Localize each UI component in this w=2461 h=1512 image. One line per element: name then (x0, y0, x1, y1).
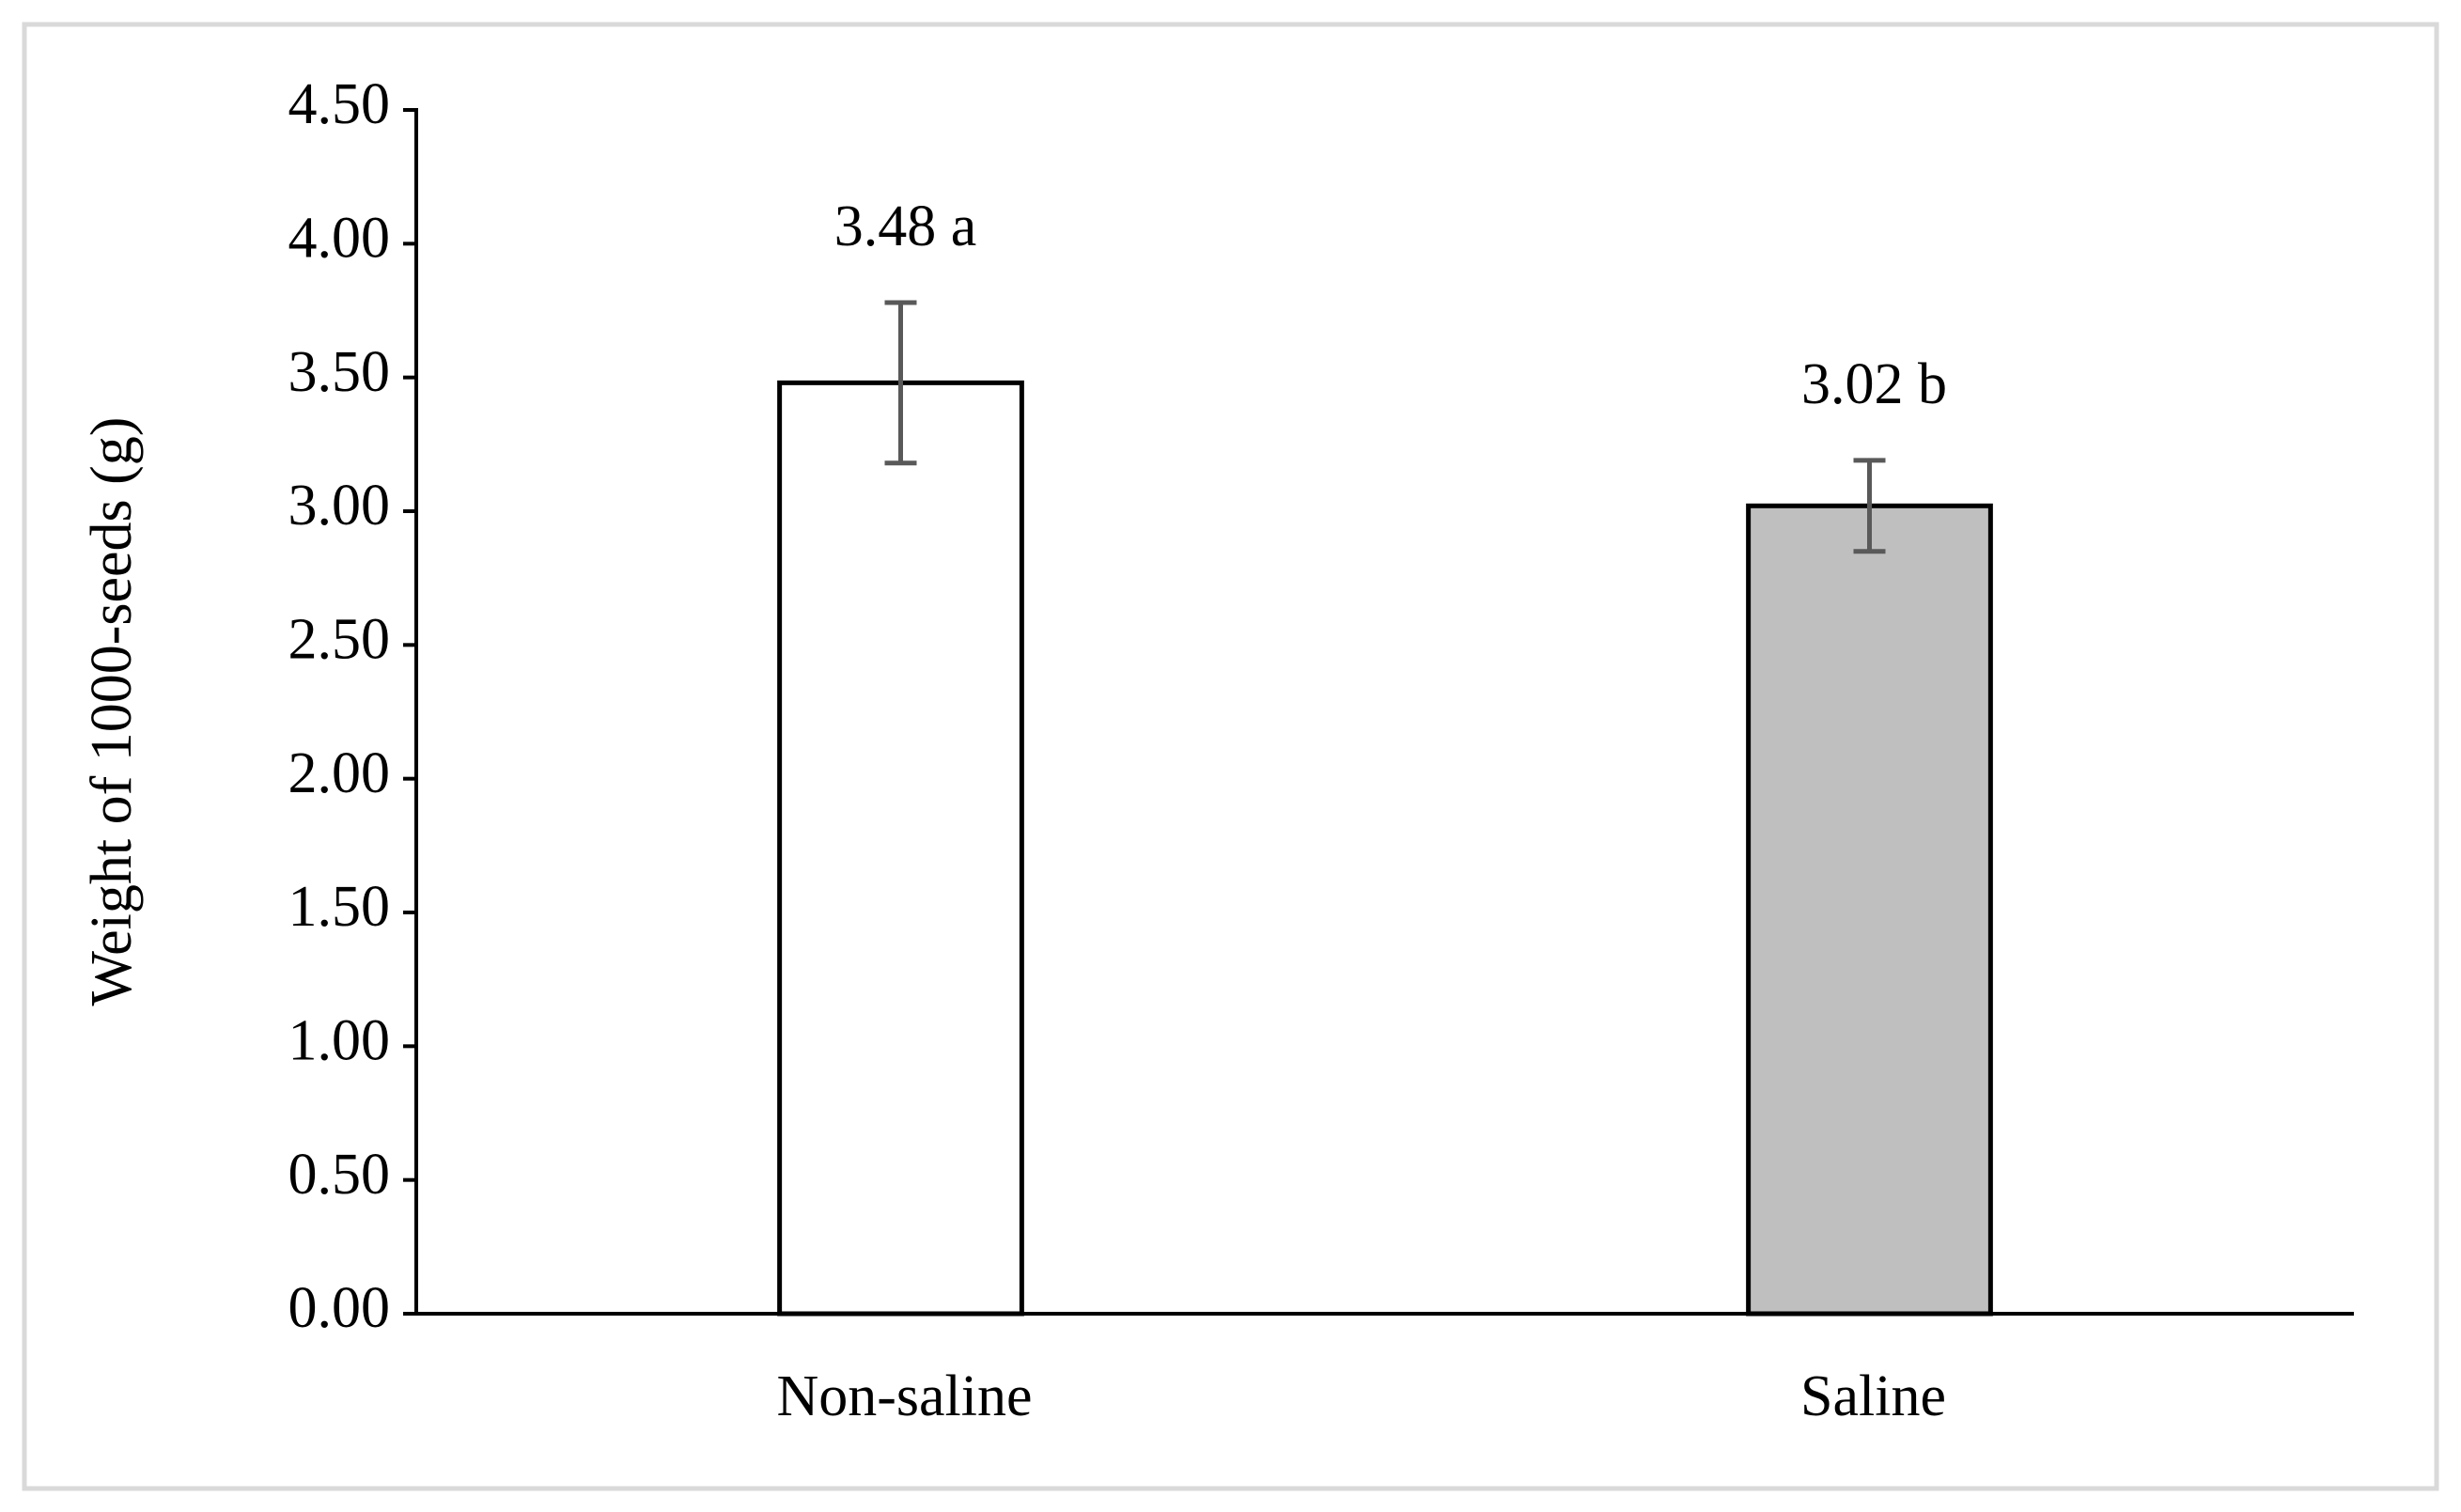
y-tick-label: 2.00 (288, 741, 391, 805)
y-tick-label: 3.50 (288, 340, 391, 404)
y-tick-label: 1.50 (288, 875, 391, 939)
bar (1746, 503, 1993, 1317)
y-tick-label: 0.00 (288, 1276, 391, 1340)
y-tick-label: 4.50 (288, 72, 391, 136)
bar (777, 380, 1024, 1317)
y-tick-label: 3.00 (288, 474, 391, 538)
value-label: 3.02 b (1801, 352, 1947, 416)
y-tick-label: 4.00 (288, 207, 391, 271)
y-axis-title: Weight of 1000-seeds (g) (80, 417, 144, 1006)
x-tick-label: Non-saline (776, 1364, 1032, 1428)
y-tick-label: 0.50 (288, 1143, 391, 1207)
chart-frame (22, 22, 2439, 1491)
value-label: 3.48 a (834, 195, 977, 258)
x-tick-label: Saline (1800, 1364, 1946, 1428)
y-tick-label: 2.50 (288, 608, 391, 672)
y-tick-label: 1.00 (288, 1009, 391, 1073)
